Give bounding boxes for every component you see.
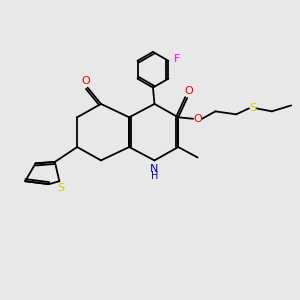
Text: S: S (249, 103, 256, 113)
Text: O: O (82, 76, 91, 86)
Text: F: F (174, 54, 180, 64)
Text: H: H (151, 171, 158, 181)
Text: S: S (57, 183, 64, 193)
Text: O: O (193, 114, 202, 124)
Text: O: O (184, 86, 193, 96)
Text: N: N (150, 164, 159, 174)
